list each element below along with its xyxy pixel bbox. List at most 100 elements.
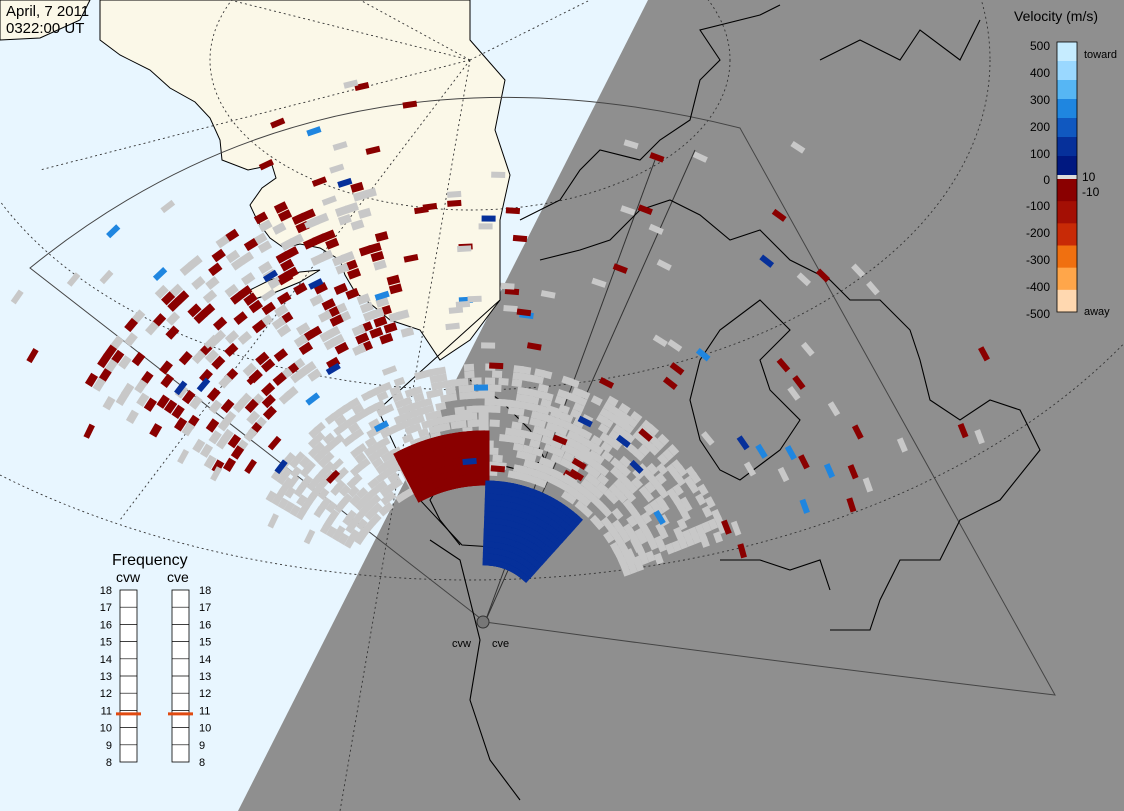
scatter-cell [554, 395, 567, 406]
scatter-cell [248, 299, 264, 314]
scatter-cell [240, 272, 256, 286]
scatter-cell [191, 349, 206, 365]
frequency-radar-label-cve: cve [167, 569, 189, 585]
scatter-cell [648, 223, 664, 235]
scatter-cell [400, 326, 415, 338]
scatter-cell [374, 290, 390, 301]
scatter-cell [541, 472, 554, 484]
scatter-cell [347, 422, 361, 434]
scatter-cell [622, 499, 635, 512]
scatter-cell [179, 262, 194, 277]
scatter-cell [334, 501, 346, 514]
scatter-cell [610, 457, 623, 470]
scatter-cell [504, 288, 520, 296]
scatter-cell [656, 259, 672, 271]
scatter-cell [498, 377, 509, 386]
scatter-cell [483, 516, 494, 524]
scatter-cell [518, 415, 530, 424]
scatter-cell [600, 516, 613, 529]
scatter-cell [110, 349, 125, 365]
scatter-cell [457, 245, 472, 253]
scatter-cell [301, 208, 316, 221]
scatter-cell [649, 499, 661, 512]
scatter-cell [755, 443, 768, 459]
scatter-cell [562, 451, 575, 463]
radar-site-label-cve: cve [492, 638, 509, 650]
velocity-toward-label: toward [1084, 49, 1117, 61]
scatter-cell [333, 282, 348, 295]
scatter-cell [380, 493, 393, 506]
scatter-cell [827, 401, 841, 417]
scatter-cell [776, 357, 791, 373]
scatter-cell [606, 395, 619, 407]
scatter-cell [657, 453, 669, 466]
frequency-panel: 18 18 17 17 16 16 15 15 14 14 13 13 12 12 11 11 10 10 9 9 8 8 [100, 585, 212, 769]
scatter-cell [512, 442, 524, 452]
scatter-cell [103, 344, 118, 359]
scatter-cell [352, 190, 367, 202]
scatter-echoes [10, 79, 990, 584]
velocity-scale-swatch [1057, 245, 1077, 269]
scatter-cell [371, 482, 384, 495]
scatter-cell [351, 324, 366, 337]
scatter-cell [304, 217, 320, 229]
scatter-cell [255, 351, 270, 366]
velocity-scale-tick-label: -200 [1026, 226, 1050, 240]
scatter-cell [261, 301, 276, 316]
scatter-cell [373, 315, 388, 328]
scatter-cell [276, 291, 292, 305]
scatter-cell [374, 231, 389, 243]
scatter-cell [560, 443, 573, 454]
scatter-cell [617, 412, 633, 425]
scatter-cell [237, 330, 253, 345]
scatter-cell [272, 222, 287, 235]
velocity-scale-title: Velocity (m/s) [1014, 8, 1098, 24]
scatter-cell [577, 415, 593, 428]
scatter-cell [211, 248, 226, 263]
velocity-scale-frame [1056, 41, 1078, 313]
velocity-scale-tick-label: 400 [1030, 66, 1050, 80]
scatter-cell [759, 254, 775, 268]
scatter-cell [380, 427, 393, 439]
scatter-cell [978, 346, 990, 362]
velocity-scale-swatch [1057, 156, 1077, 176]
scatter-cell [230, 445, 245, 460]
scatter-cell [537, 383, 549, 393]
scatter-cell [332, 141, 348, 151]
scatter-cell [244, 459, 257, 474]
scatter-cell [507, 470, 519, 480]
scatter-cell [206, 387, 221, 402]
scatter-cell [483, 534, 493, 542]
scatter-cell [701, 521, 712, 534]
scatter-cell [10, 289, 24, 305]
scatter-cell [730, 520, 742, 537]
scatter-cell [656, 463, 669, 476]
scatter-cell [168, 283, 184, 298]
scatter-cell [286, 474, 300, 490]
scatter-cell [331, 529, 344, 542]
scatter-cell [163, 399, 178, 414]
scatter-cell [106, 224, 121, 239]
scatter-cell [445, 386, 457, 395]
date-label: April, 7 2011 [6, 3, 89, 20]
scatter-cell [550, 453, 563, 465]
scatter-cell [619, 530, 631, 544]
scatter-cell [341, 435, 354, 448]
scatter-cell [695, 493, 707, 506]
scatter-cell [391, 392, 404, 403]
scatter-cell [713, 531, 723, 544]
scatter-cell [376, 390, 389, 402]
scatter-cell [471, 377, 482, 385]
frequency-tick-label: 10 [100, 723, 112, 735]
scatter-cell [388, 311, 403, 323]
scatter-cell [491, 171, 506, 179]
scatter-cell [667, 339, 683, 352]
scatter-cell [267, 276, 282, 290]
frequency-tick-label: 12 [100, 688, 112, 700]
scatter-cell [395, 455, 408, 466]
scatter-cell [584, 464, 597, 476]
scatter-cell [589, 514, 602, 527]
scatter-cell [467, 295, 482, 303]
scatter-cell [784, 445, 797, 461]
scatter-cell [498, 433, 510, 443]
